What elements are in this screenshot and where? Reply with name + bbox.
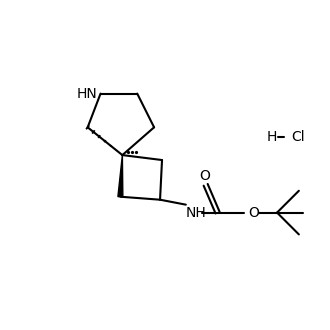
Text: O: O	[199, 169, 210, 183]
Polygon shape	[118, 155, 123, 197]
Text: H: H	[267, 130, 277, 144]
Text: O: O	[248, 206, 259, 219]
Text: Cl: Cl	[291, 130, 305, 144]
Text: HN: HN	[76, 86, 97, 101]
Text: NH: NH	[185, 206, 206, 219]
